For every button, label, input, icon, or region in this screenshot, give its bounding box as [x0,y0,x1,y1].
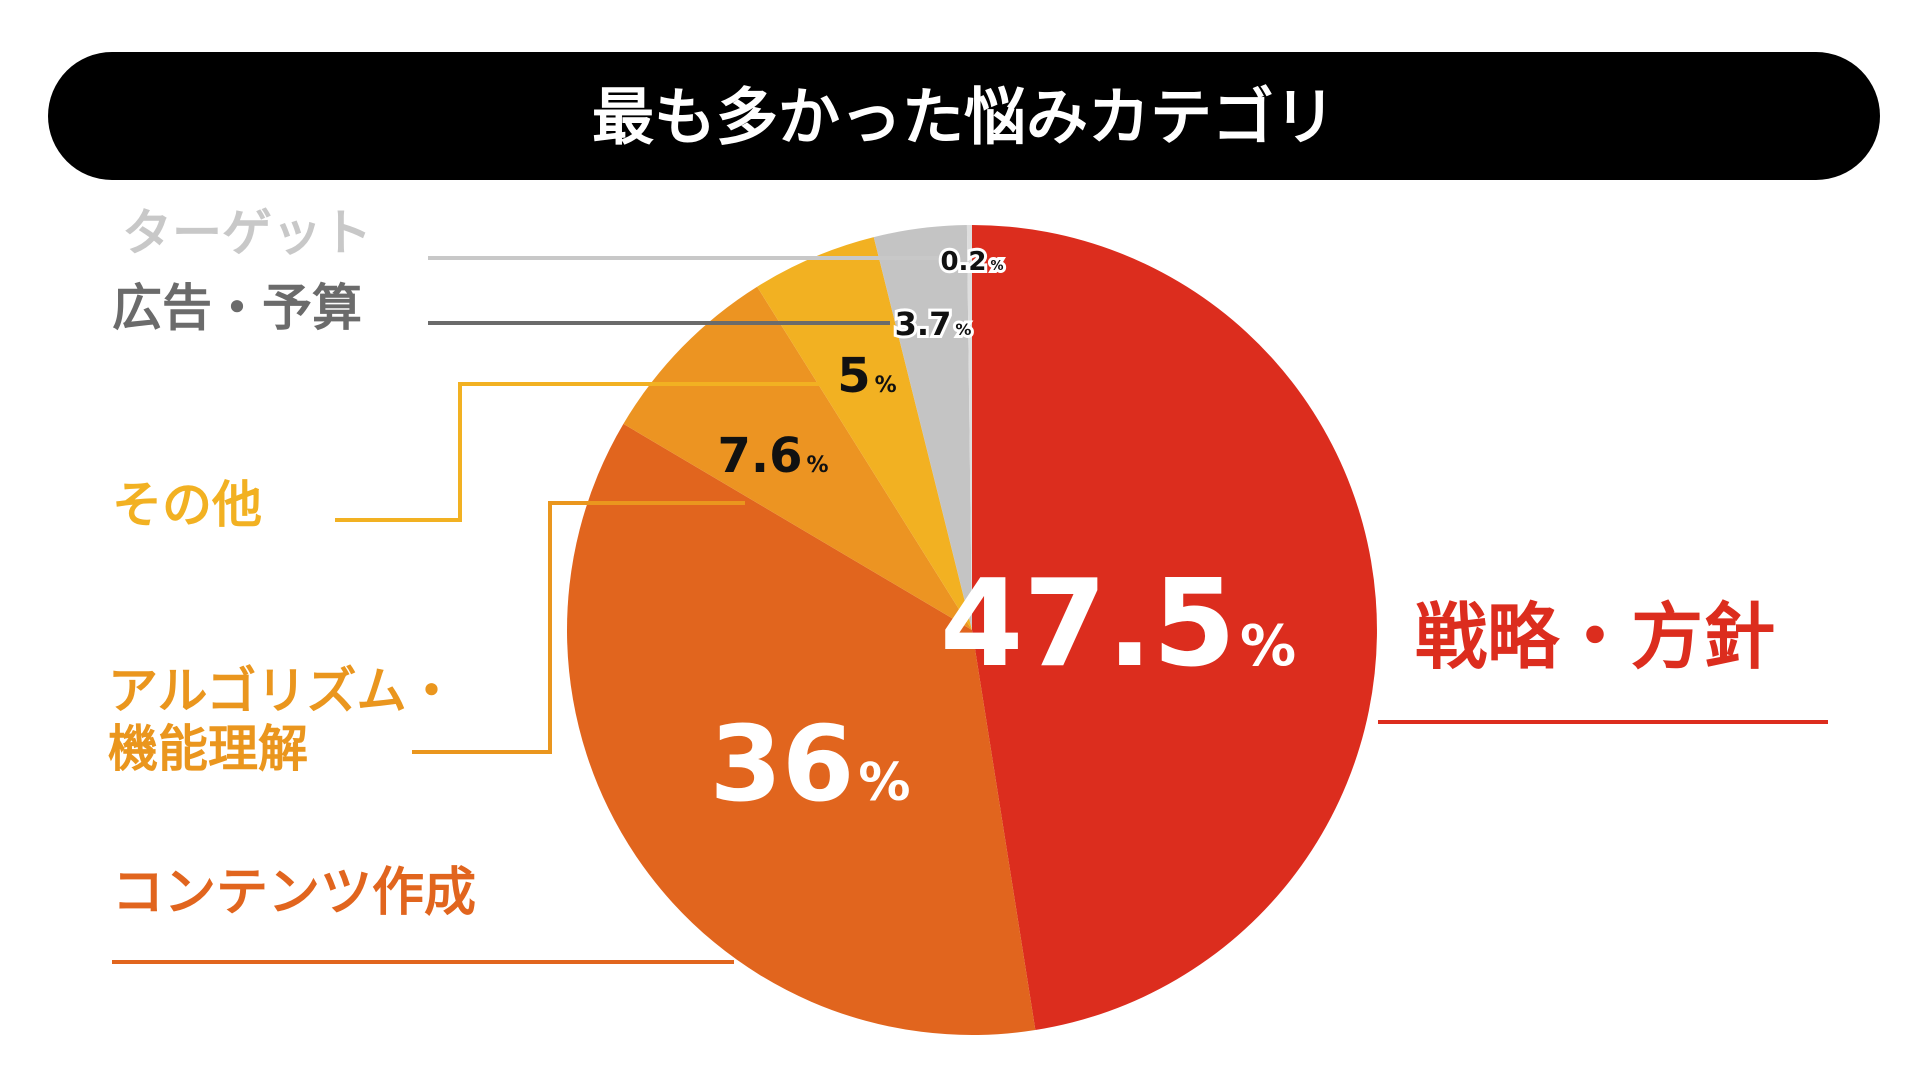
percentage-labels: 47.5%36% 7.6 %5 % 3.7 % 0.2% [710,244,1297,825]
pie-slice-2[interactable] [567,423,1036,1035]
category-label-3: アルゴリズム・機能理解 [108,662,457,778]
category-label-2: コンテンツ作成 [112,863,476,923]
percentage-label-2: 36% [710,703,911,825]
category-label-1: 戦略・方針 [1415,595,1775,679]
pie-slice-4[interactable] [757,237,972,630]
percentage-label-4: 5% [837,348,896,404]
leader-line-3 [412,501,745,754]
percentage-label-3: 7.6% [717,428,828,484]
pie-slice-3[interactable] [623,286,972,630]
percentage-label-5: 3.7% [895,305,972,343]
pie-slice-1[interactable] [972,225,1377,1031]
chart-title: 最も多かった悩みカテゴリ [592,81,1336,154]
category-label-5: 広告・予算 [112,279,362,337]
category-label-6: ターゲット [122,204,372,262]
leader-line-4 [335,382,820,522]
pie-slice-5[interactable] [873,225,972,630]
title-bar: 最も多かった悩みカテゴリ [48,52,1880,180]
pie-slices [567,224,1377,1035]
category-label-4: その他 [112,476,262,534]
leader-lines [112,256,1828,964]
percentage-label-6: 0.2% [940,247,1003,277]
title-background [48,52,1880,180]
pie-slice-6[interactable] [966,224,972,630]
percentage-label-1: 47.5% [940,555,1296,694]
